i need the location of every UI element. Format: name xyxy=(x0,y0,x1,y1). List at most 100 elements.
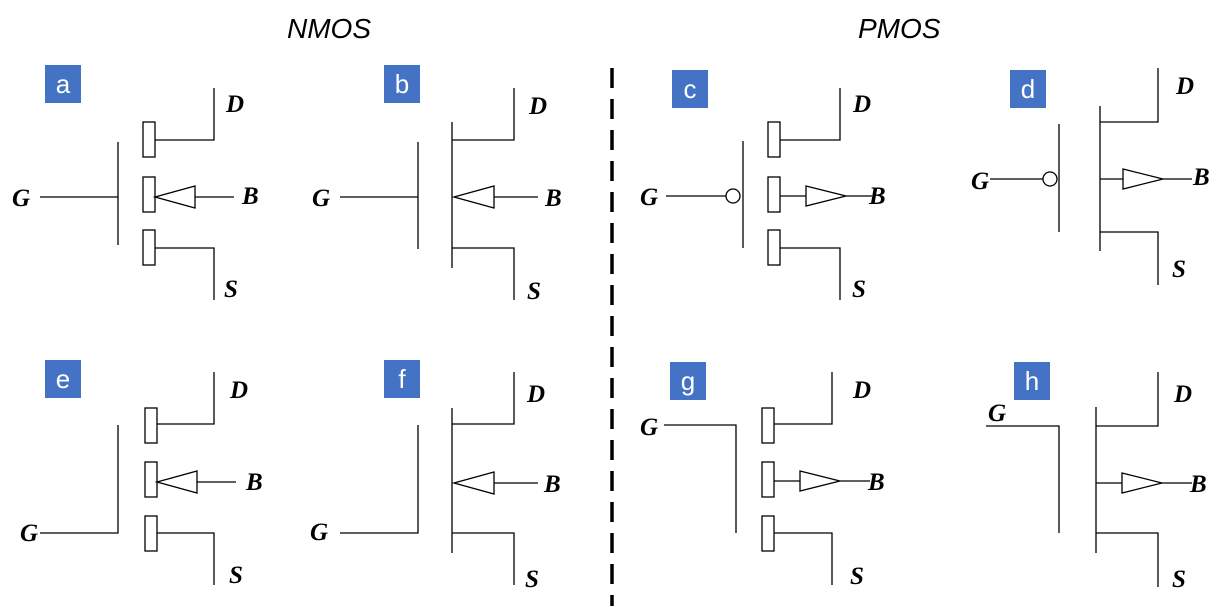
source-lead-g xyxy=(774,532,833,585)
source-label-e: S xyxy=(229,562,243,589)
source-lead-e xyxy=(157,532,215,585)
body-label-h: B xyxy=(1189,471,1207,498)
source-label-f: S xyxy=(525,566,539,593)
body-label-f: B xyxy=(543,471,561,498)
drain-label-f: D xyxy=(526,381,545,408)
channel-body-c xyxy=(767,176,781,213)
panel-g: g G D B S xyxy=(640,362,885,590)
badge-d xyxy=(1010,70,1046,108)
body-arrow-e xyxy=(154,470,198,494)
panel-d: d G D B S xyxy=(971,68,1210,285)
gate-label-f: G xyxy=(310,519,328,546)
badge-label-e: e xyxy=(56,364,70,394)
source-lead-a xyxy=(155,247,215,300)
panel-b: b G D B S xyxy=(312,65,562,305)
badge-g xyxy=(670,362,706,400)
drain-lead-g xyxy=(774,372,833,425)
source-label-c: S xyxy=(852,276,866,303)
channel-drain-e xyxy=(144,407,158,444)
source-label-b: S xyxy=(527,278,541,305)
source-lead-f xyxy=(452,532,515,585)
drain-label-a: D xyxy=(225,91,244,118)
channel-body-g xyxy=(761,461,775,498)
drain-label-c: D xyxy=(852,91,871,118)
badge-c xyxy=(672,70,708,108)
body-label-e: B xyxy=(245,469,263,496)
channel-body-a xyxy=(142,176,156,213)
gate-lead-e xyxy=(40,425,119,534)
body-arrow-d xyxy=(1122,168,1164,190)
body-label-d: B xyxy=(1192,164,1210,191)
badge-label-a: a xyxy=(56,69,71,99)
gate-label-g: G xyxy=(640,414,658,441)
drain-label-d: D xyxy=(1175,73,1194,100)
body-label-b: B xyxy=(544,185,562,212)
badge-label-f: f xyxy=(398,364,406,394)
source-label-g: S xyxy=(850,563,864,590)
channel-drain-c xyxy=(767,121,781,158)
gate-label-d: G xyxy=(971,168,989,195)
channel-drain-g xyxy=(761,407,775,444)
badge-label-c: c xyxy=(684,74,697,104)
drain-lead-d xyxy=(1100,68,1159,123)
panel-c: c G D B S xyxy=(640,70,886,303)
pmos-header: PMOS xyxy=(858,13,941,44)
drain-lead-b xyxy=(452,88,515,141)
channel-source-c xyxy=(767,229,781,266)
drain-label-h: D xyxy=(1173,381,1192,408)
channel-source-g xyxy=(761,515,775,552)
gate-bubble-c xyxy=(725,188,741,204)
drain-lead-c xyxy=(780,88,841,141)
badge-h xyxy=(1014,362,1050,400)
source-lead-c xyxy=(780,247,841,300)
gate-lead-g xyxy=(664,424,737,533)
badge-b xyxy=(384,65,420,103)
gate-label-h: G xyxy=(988,400,1006,427)
nmos-header: NMOS xyxy=(287,13,371,44)
badge-label-b: b xyxy=(395,69,409,99)
gate-lead-f xyxy=(340,425,419,534)
source-lead-d xyxy=(1100,231,1159,285)
body-label-g: B xyxy=(867,469,885,496)
body-arrow-h xyxy=(1121,472,1163,494)
panel-e: e G D B S xyxy=(20,360,263,589)
channel-source-e xyxy=(144,515,158,552)
drain-lead-e xyxy=(157,372,215,425)
badge-f xyxy=(384,360,420,398)
gate-label-c: G xyxy=(640,184,658,211)
panel-a: a G D B S xyxy=(12,65,259,303)
drain-label-b: D xyxy=(528,93,547,120)
panel-h: h G D B S xyxy=(986,362,1207,593)
badge-e xyxy=(45,360,81,398)
badge-a xyxy=(45,65,81,103)
body-arrow-f xyxy=(451,471,495,495)
drain-lead-f xyxy=(452,372,515,425)
body-arrow-a xyxy=(152,185,196,209)
body-arrow-b xyxy=(451,185,495,209)
body-arrow-g xyxy=(799,470,841,492)
gate-lead-h xyxy=(986,425,1060,533)
channel-body-e xyxy=(144,461,158,498)
drain-lead-h xyxy=(1096,372,1159,427)
badge-label-d: d xyxy=(1021,74,1035,104)
source-label-h: S xyxy=(1172,566,1186,593)
source-label-d: S xyxy=(1172,256,1186,283)
body-arrow-c xyxy=(805,185,847,207)
source-lead-h xyxy=(1096,532,1159,587)
gate-label-b: G xyxy=(312,185,330,212)
channel-source-a xyxy=(142,229,156,266)
drain-label-e: D xyxy=(229,377,248,404)
channel-drain-a xyxy=(142,121,156,158)
gate-label-e: G xyxy=(20,520,38,547)
drain-lead-a xyxy=(155,88,215,141)
panel-f: f G D B S xyxy=(310,360,561,593)
gate-label-a: G xyxy=(12,185,30,212)
gate-bubble-d xyxy=(1042,171,1058,187)
source-lead-b xyxy=(452,247,515,300)
badge-label-h: h xyxy=(1025,366,1039,396)
drain-label-g: D xyxy=(852,377,871,404)
source-label-a: S xyxy=(224,276,238,303)
body-label-a: B xyxy=(241,183,259,210)
body-label-c: B xyxy=(868,183,886,210)
